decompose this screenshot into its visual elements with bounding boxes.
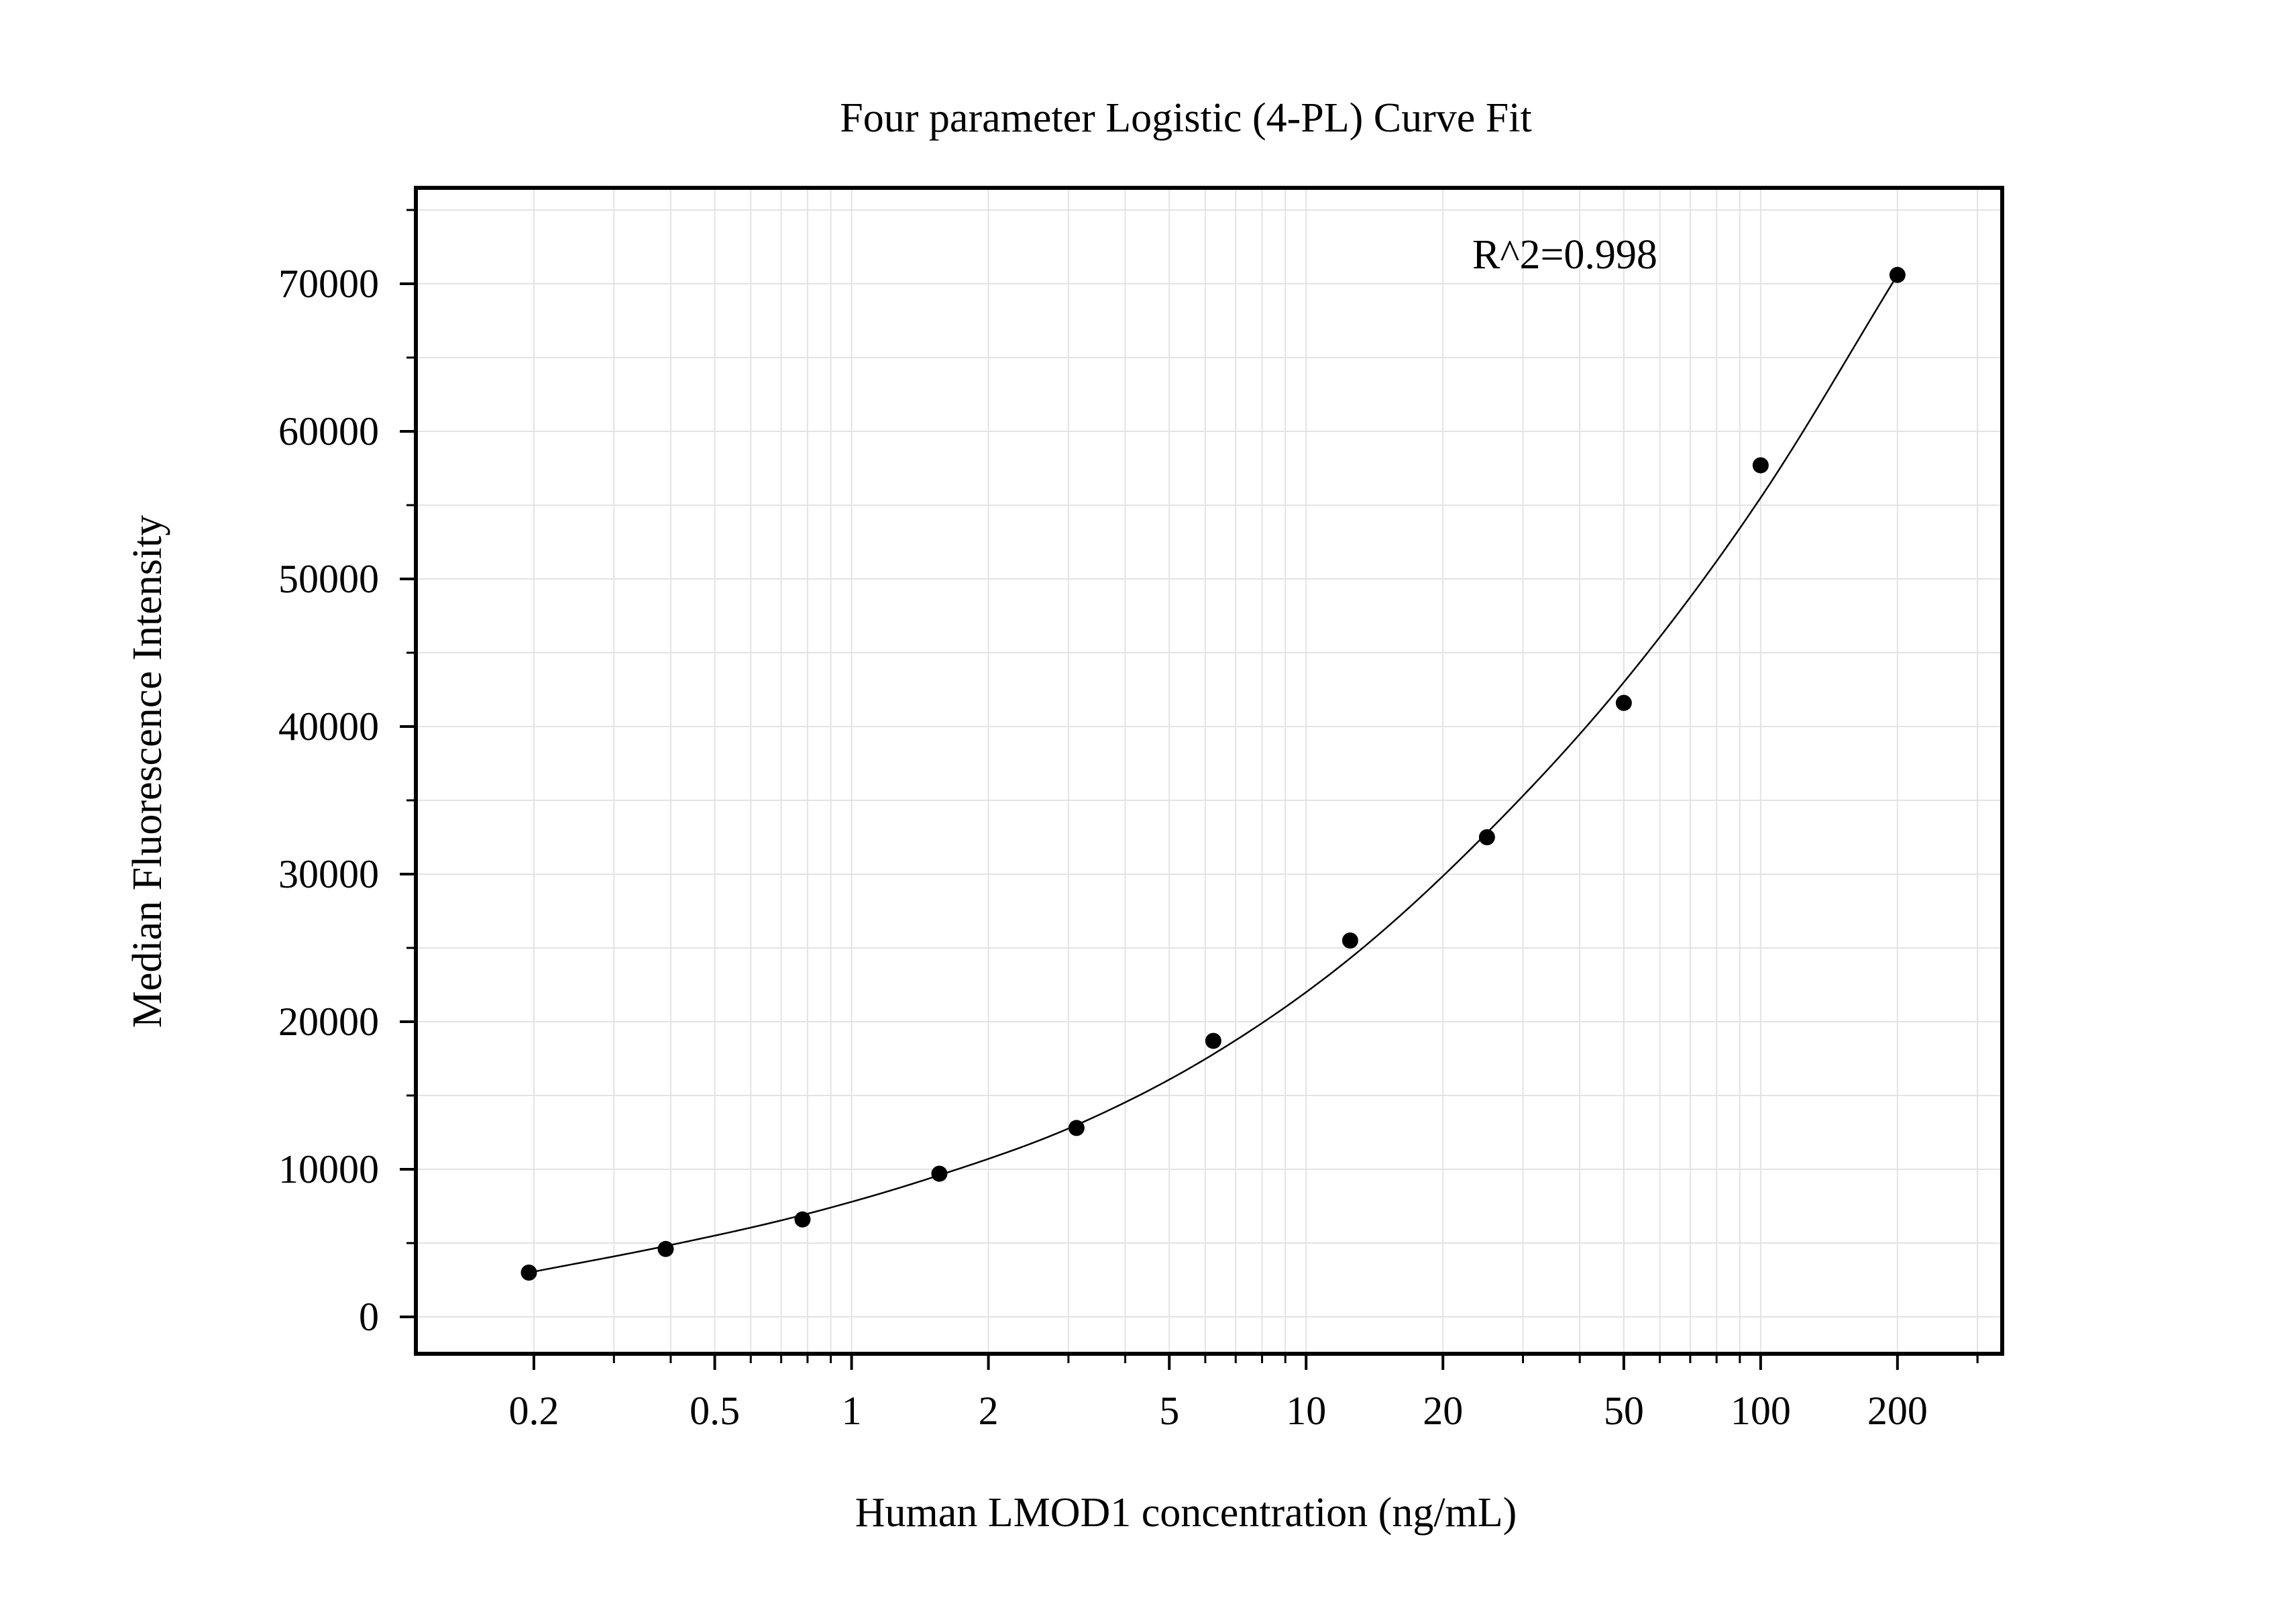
data-point [1068, 1120, 1085, 1136]
data-point [1342, 932, 1358, 949]
x-tick-label: 50 [1604, 1389, 1644, 1433]
points-layer [521, 266, 1906, 1281]
y-tick-label: 40000 [278, 704, 379, 749]
x-tick-label: 5 [1159, 1389, 1179, 1433]
fit-curve [529, 274, 1898, 1274]
ticks-layer [400, 209, 1979, 1370]
y-tick-label: 10000 [278, 1147, 379, 1191]
chart-title: Four parameter Logistic (4-PL) Curve Fit [840, 95, 1531, 141]
data-point [931, 1165, 948, 1182]
x-tick-label: 1 [842, 1389, 862, 1433]
plot-frame [414, 186, 2004, 1356]
x-tick-label: 100 [1731, 1389, 1791, 1433]
data-point [1478, 829, 1495, 845]
y-axis-label: Median Fluorescence Intensity [125, 515, 170, 1028]
data-point [521, 1265, 537, 1281]
y-tick-label: 60000 [278, 409, 379, 453]
y-tick-label: 50000 [278, 557, 379, 601]
grid-layer [416, 188, 2002, 1354]
x-tick-label: 0.2 [508, 1389, 559, 1433]
data-point [1615, 694, 1632, 711]
curve-layer [529, 274, 1898, 1274]
x-tick-label: 10 [1286, 1389, 1326, 1433]
r-squared-annotation: R^2=0.998 [1472, 232, 1657, 278]
x-tick-label: 2 [979, 1389, 999, 1433]
data-point [657, 1240, 674, 1257]
x-tick-label: 200 [1867, 1389, 1928, 1433]
data-point [794, 1211, 811, 1228]
y-tick-label: 20000 [278, 1000, 379, 1044]
y-tick-label: 30000 [278, 852, 379, 896]
labels-layer: 0.2 0.5 1 2 5 10 20 50 100 200 0 10000 20000 30000 400… [278, 262, 1928, 1433]
data-point [1889, 266, 1906, 283]
x-tick-label: 20 [1423, 1389, 1463, 1433]
data-point [1752, 457, 1769, 474]
x-tick-label: 0.5 [690, 1389, 740, 1433]
x-axis-label: Human LMOD1 concentration (ng/mL) [855, 1490, 1517, 1536]
y-tick-label: 0 [359, 1295, 379, 1339]
y-tick-label: 70000 [278, 262, 379, 306]
data-point [1205, 1032, 1221, 1049]
